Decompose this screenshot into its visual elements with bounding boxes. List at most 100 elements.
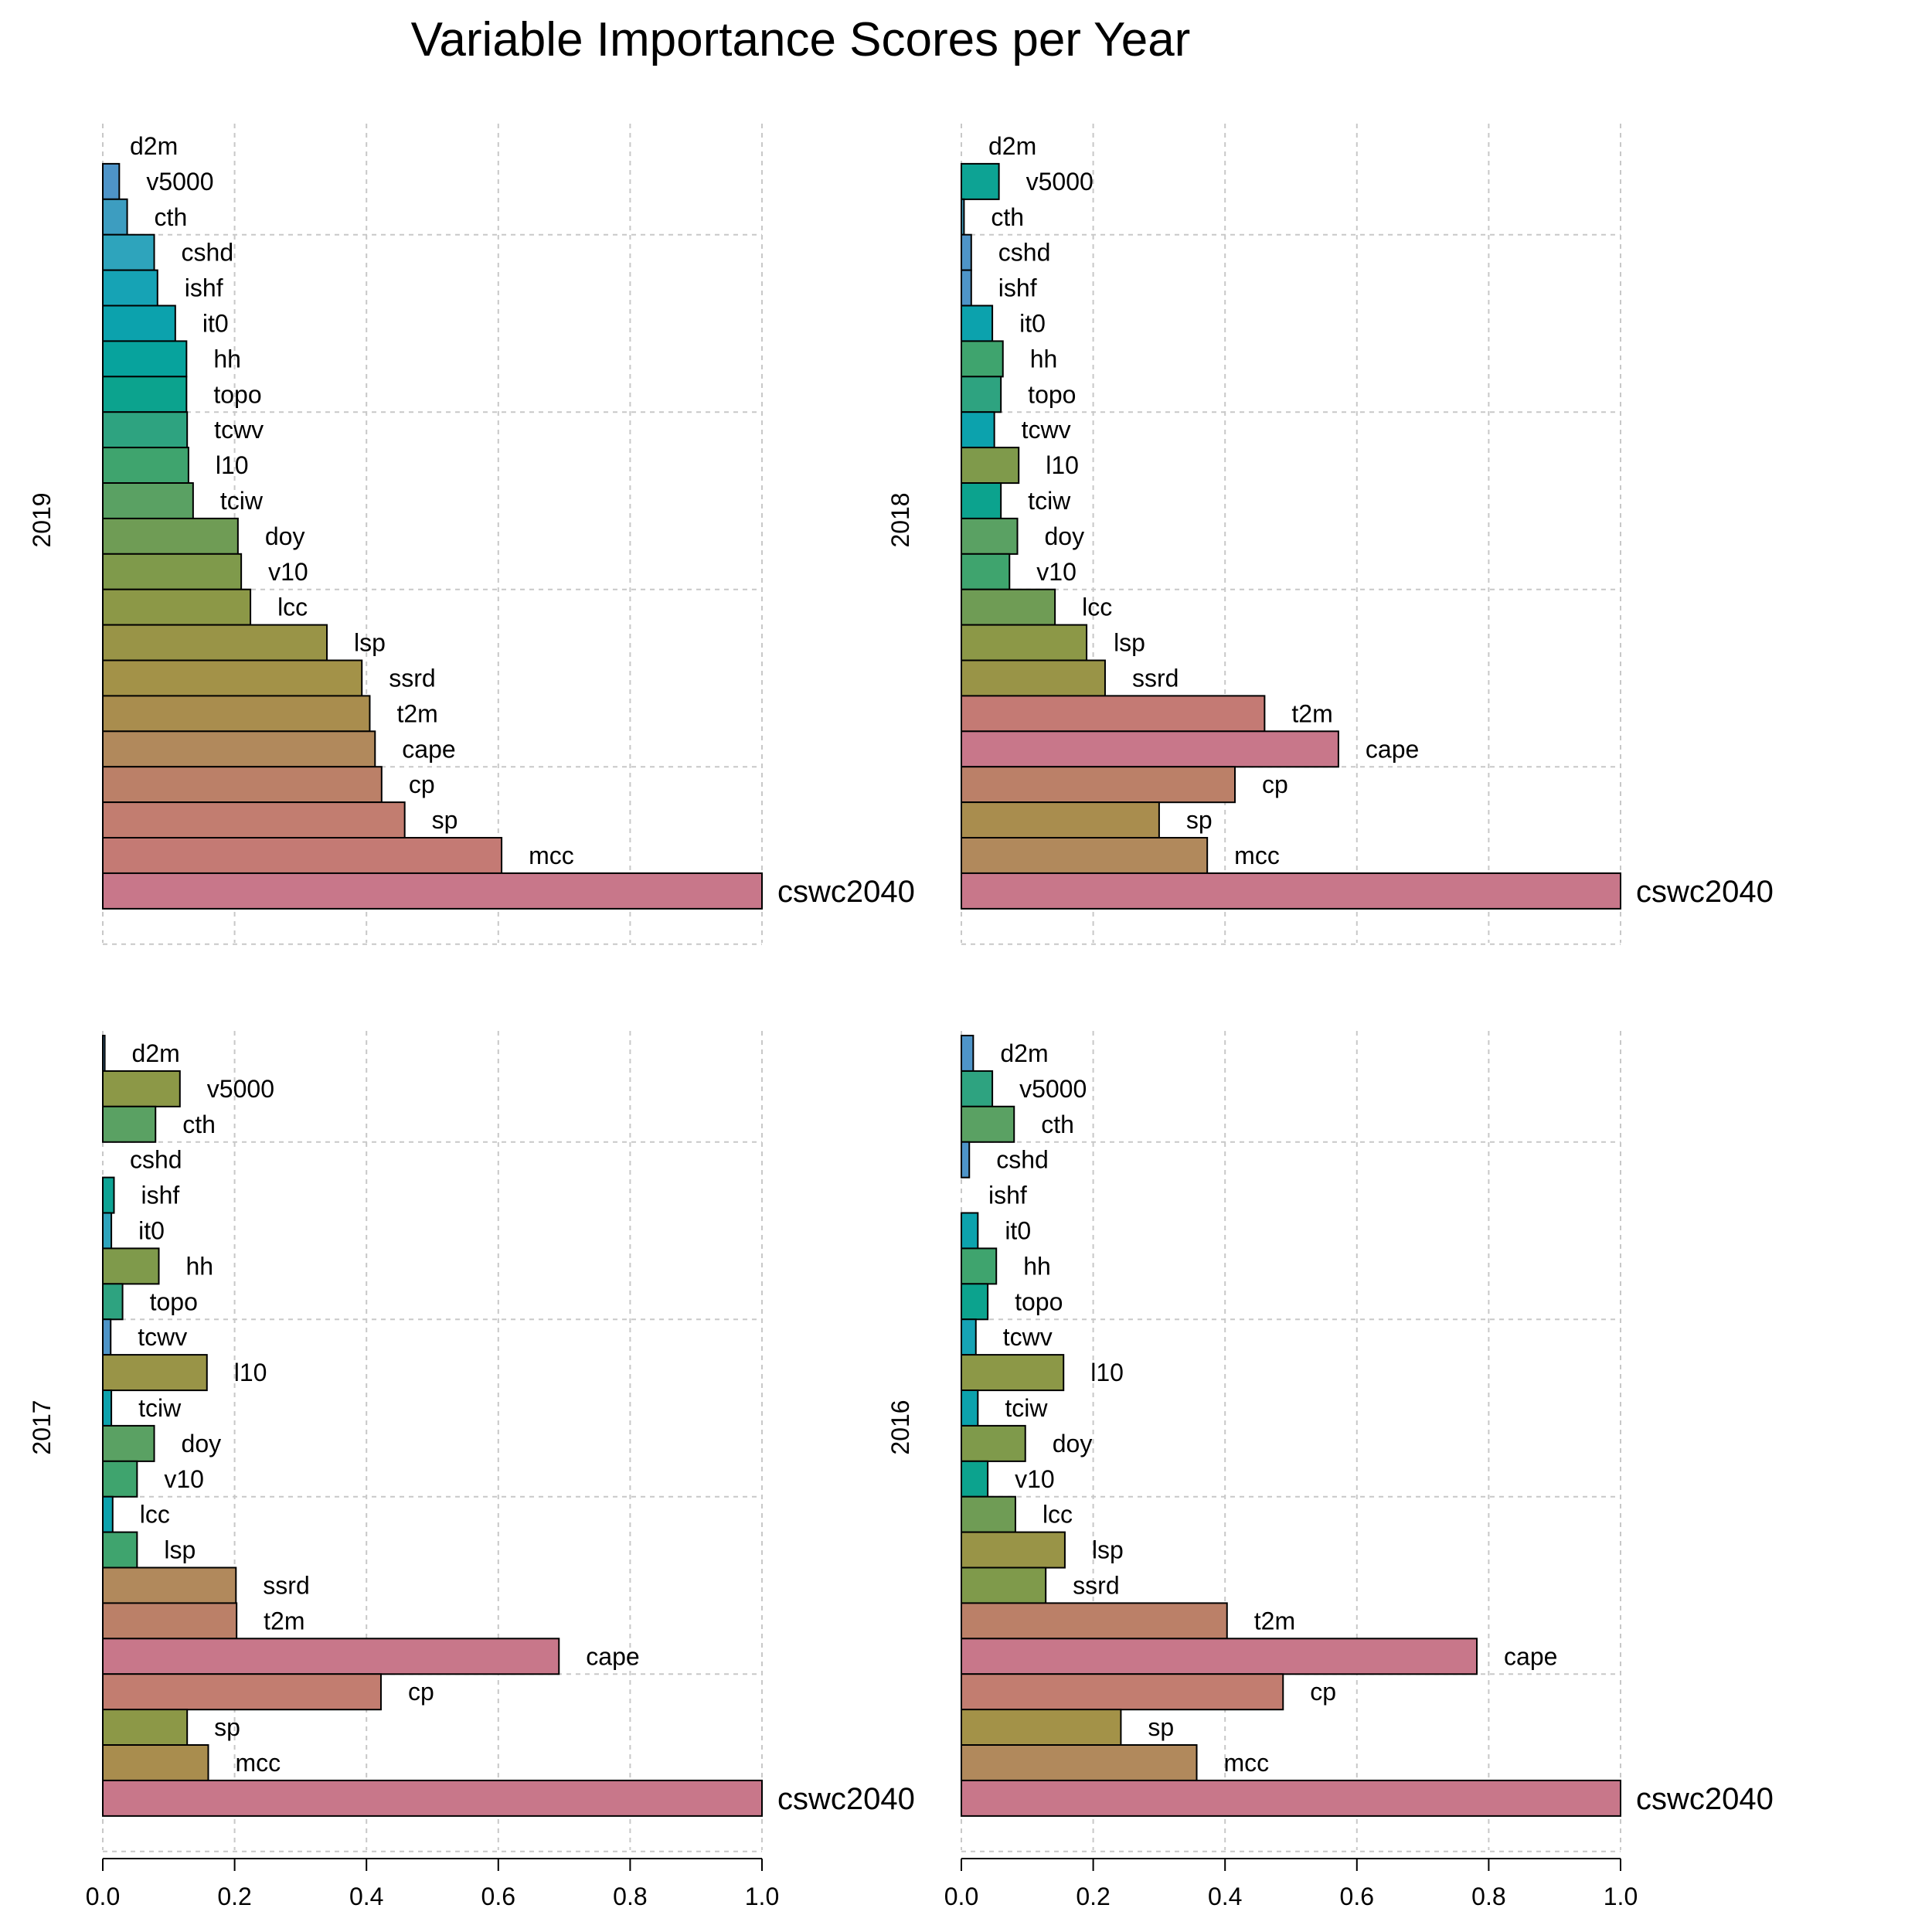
bar-label-2017-tciw: tciw bbox=[138, 1394, 182, 1422]
bar-2018-cp bbox=[961, 766, 1236, 804]
bar-label-2019-tcwv: tcwv bbox=[214, 416, 264, 444]
bar-label-2017-tcwv: tcwv bbox=[138, 1323, 187, 1351]
bar-2019-hh bbox=[102, 340, 188, 378]
bar-label-2017-hh: hh bbox=[186, 1252, 214, 1280]
bar-2018-lsp bbox=[961, 624, 1088, 662]
x-tick-label-2016-3: 0.6 bbox=[1340, 1883, 1374, 1910]
bar-2018-cape bbox=[961, 730, 1339, 768]
bar-2017-lsp bbox=[102, 1531, 138, 1569]
bar-label-2016-hh: hh bbox=[1023, 1252, 1051, 1280]
bar-label-2016-doy: doy bbox=[1053, 1430, 1093, 1458]
bar-label-2018-topo: topo bbox=[1028, 380, 1076, 408]
bar-2019-tciw bbox=[102, 482, 194, 519]
bar-2019-ishf bbox=[102, 269, 158, 307]
bar-label-2016-cshd: cshd bbox=[996, 1146, 1049, 1174]
x-tick-label-2017-0: 0.0 bbox=[86, 1883, 120, 1910]
bar-label-2018-v10: v10 bbox=[1036, 558, 1077, 586]
bar-label-2018-l10: l10 bbox=[1046, 451, 1079, 479]
bar-label-2016-d2m: d2m bbox=[1000, 1039, 1048, 1067]
bar-2018-hh bbox=[961, 340, 1004, 378]
bar-2018-lcc bbox=[961, 588, 1056, 626]
bar-label-2018-ssrd: ssrd bbox=[1132, 665, 1179, 692]
bar-2018-it0 bbox=[961, 304, 994, 342]
bar-2016-mcc bbox=[961, 1744, 1198, 1781]
bar-2017-mcc bbox=[102, 1744, 209, 1781]
bar-2017-ssrd bbox=[102, 1566, 237, 1604]
bar-2016-ssrd bbox=[961, 1566, 1047, 1604]
bar-label-2017-lcc: lcc bbox=[140, 1501, 170, 1529]
bar-2016-lsp bbox=[961, 1531, 1066, 1569]
bar-2018-cth bbox=[961, 198, 965, 236]
bar-2016-doy bbox=[961, 1424, 1026, 1462]
bar-2018-sp bbox=[961, 801, 1160, 839]
bar-label-2018-cp: cp bbox=[1262, 770, 1288, 798]
bar-label-2017-ssrd: ssrd bbox=[263, 1572, 309, 1600]
bar-2016-v5000 bbox=[961, 1070, 994, 1107]
bar-2019-doy bbox=[102, 517, 239, 555]
bar-label-2018-lcc: lcc bbox=[1082, 594, 1112, 621]
bar-2017-doy bbox=[102, 1424, 155, 1462]
bar-label-2019-topo: topo bbox=[213, 380, 261, 408]
bar-label-2018-tcwv: tcwv bbox=[1022, 416, 1071, 444]
bar-2017-topo bbox=[102, 1283, 124, 1321]
bar-label-2019-l10: l10 bbox=[216, 451, 249, 479]
bar-2017-t2m bbox=[102, 1602, 238, 1640]
bar-2017-tciw bbox=[102, 1389, 113, 1427]
x-tick-label-2017-4: 0.8 bbox=[613, 1883, 647, 1910]
bar-label-2017-l10: l10 bbox=[234, 1359, 267, 1386]
bar-label-2019-v10: v10 bbox=[268, 558, 308, 586]
bar-label-2019-v5000: v5000 bbox=[146, 168, 213, 196]
bar-2017-cp bbox=[102, 1673, 382, 1711]
bar-label-2019-d2m: d2m bbox=[130, 132, 178, 160]
bar-label-2017-sp: sp bbox=[214, 1713, 240, 1741]
bar-2019-tcwv bbox=[102, 411, 189, 449]
x-tick-label-2016-4: 0.8 bbox=[1471, 1883, 1505, 1910]
bar-label-2016-sp: sp bbox=[1148, 1713, 1174, 1741]
x-tick-label-2016-0: 0.0 bbox=[944, 1883, 978, 1910]
bar-label-2019-tciw: tciw bbox=[220, 487, 264, 515]
bar-2019-cth bbox=[102, 198, 128, 236]
bar-label-2018-t2m: t2m bbox=[1291, 699, 1332, 727]
bar-label-2019-mcc: mcc bbox=[529, 842, 574, 869]
bar-2017-hh bbox=[102, 1247, 160, 1285]
bar-label-2017-cape: cape bbox=[586, 1642, 639, 1670]
bar-2016-hh bbox=[961, 1247, 998, 1285]
bar-label-2016-it0: it0 bbox=[1005, 1217, 1031, 1245]
bar-label-2017-cp: cp bbox=[408, 1678, 434, 1706]
bar-label-2017-v5000: v5000 bbox=[207, 1075, 274, 1103]
bar-2017-sp bbox=[102, 1709, 189, 1747]
bar-2018-ssrd bbox=[961, 659, 1106, 697]
bar-2017-tcwv bbox=[102, 1318, 112, 1356]
bar-label-2016-ishf: ishf bbox=[988, 1182, 1027, 1209]
bar-label-2016-v5000: v5000 bbox=[1019, 1075, 1087, 1103]
bar-2016-cth bbox=[961, 1105, 1015, 1143]
bar-label-2017-cswc2040: cswc2040 bbox=[777, 1782, 915, 1816]
x-tick-label-2017-1: 0.2 bbox=[217, 1883, 251, 1910]
bar-label-2019-cape: cape bbox=[402, 735, 455, 763]
year-label-2019: 2019 bbox=[28, 492, 56, 547]
bar-label-2017-it0: it0 bbox=[138, 1217, 165, 1245]
bar-label-2016-topo: topo bbox=[1015, 1287, 1063, 1315]
bar-label-2017-d2m: d2m bbox=[132, 1039, 180, 1067]
x-tick-label-2017-3: 0.6 bbox=[481, 1883, 515, 1910]
x-tick-label-2017-2: 0.4 bbox=[349, 1883, 383, 1910]
bar-2017-v5000 bbox=[102, 1070, 181, 1107]
bar-label-2018-sp: sp bbox=[1186, 806, 1213, 834]
bar-2016-l10 bbox=[961, 1354, 1065, 1392]
bar-2016-cshd bbox=[961, 1141, 971, 1179]
bar-label-2017-t2m: t2m bbox=[264, 1607, 304, 1634]
x-tick-label-2016-2: 0.4 bbox=[1208, 1883, 1242, 1910]
bar-2017-cape bbox=[102, 1638, 560, 1675]
bar-label-2019-cshd: cshd bbox=[182, 239, 234, 267]
chart-title: Variable Importance Scores per Year bbox=[411, 13, 1191, 66]
bar-label-2018-cshd: cshd bbox=[998, 239, 1051, 267]
bar-label-2017-cth: cth bbox=[182, 1111, 216, 1138]
bar-label-2018-hh: hh bbox=[1030, 345, 1058, 372]
bar-2018-v10 bbox=[961, 553, 1011, 590]
bar-2018-tciw bbox=[961, 482, 1002, 519]
bar-2018-l10 bbox=[961, 447, 1020, 485]
bar-label-2018-d2m: d2m bbox=[988, 132, 1036, 160]
panel-2019: d2m v5000 cth cshd ishf it0 hh topo tcwv l10 tciwd… bbox=[28, 124, 915, 945]
